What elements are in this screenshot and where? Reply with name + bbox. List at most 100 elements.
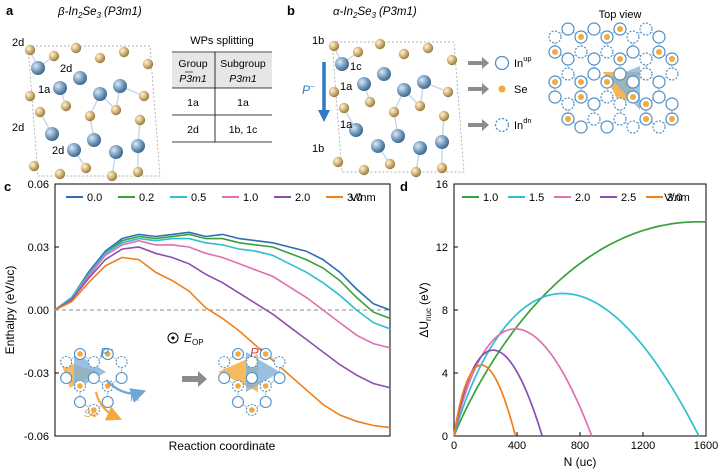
in-dn-atom [561, 67, 575, 81]
in-dn-atom [574, 45, 588, 59]
se-atom [262, 383, 269, 389]
in-up-atom [613, 67, 627, 81]
in-up-atom [587, 97, 601, 111]
se-atom [643, 116, 649, 122]
wyckoff-label: 2d [60, 63, 72, 75]
se-atom [24, 44, 36, 56]
in-dn-atom [639, 67, 653, 81]
unit-cell-outline [27, 45, 161, 177]
in-dn-symbol [494, 117, 510, 133]
x-tick-label: 0 [451, 440, 457, 452]
y-tick-label: 16 [436, 179, 448, 191]
crystal-structure-beta [24, 42, 161, 182]
in-atom [45, 127, 59, 141]
y-tick-label: 8 [442, 305, 448, 317]
in-dn-atom [600, 90, 614, 104]
se-atom [578, 34, 584, 40]
se-atom [630, 94, 636, 100]
table-cell: 1a [187, 97, 199, 109]
wyckoff-label: 1b [312, 143, 324, 155]
series-line-1.5 [453, 292, 700, 437]
legend-label: 2.0 [575, 192, 590, 204]
se-atom [352, 46, 364, 58]
se-atom [77, 351, 83, 357]
se-atom [656, 49, 662, 55]
in-dn-atom [245, 355, 258, 369]
in-up-atom [587, 52, 601, 66]
se-atom [94, 52, 106, 64]
panel-d-label: d [400, 179, 408, 194]
in-dn-atom [218, 355, 231, 369]
se-atom [77, 383, 83, 389]
in-atom [113, 79, 127, 93]
in-atom [349, 123, 363, 137]
se-atom [410, 166, 422, 178]
in-dn-atom [561, 97, 575, 111]
in-dn-atom [273, 355, 286, 369]
y-tick-label: 12 [436, 242, 448, 254]
in-up-atom [73, 395, 87, 409]
in-dn-atom [652, 120, 666, 134]
in-up-atom [587, 22, 601, 36]
legend-label: 1.5 [529, 192, 544, 204]
se-atom [328, 40, 340, 52]
se-atom [235, 383, 241, 389]
in-up-atom [665, 97, 679, 111]
se-atom [91, 407, 97, 413]
x-axis-label: Reaction coordinate [169, 439, 276, 453]
in-dn-atom [613, 112, 627, 126]
in-up-atom [218, 371, 231, 385]
se-atom [436, 162, 448, 174]
se-atom [442, 86, 454, 98]
in-dn-atom [626, 120, 640, 134]
top-view-lattice [548, 22, 679, 134]
in-up-atom [587, 67, 601, 81]
wyckoff-label: 1a [340, 81, 353, 93]
se-atom [60, 100, 72, 112]
in-up-atom [652, 90, 666, 104]
polarization-arrow-head [318, 110, 330, 122]
series-line-3.0 [54, 256, 391, 429]
panel-d: d 0 400 800 1200 1600 0 4 8 12 16 1.0 1.5 2.0 2.5 3.0V… [400, 179, 718, 469]
series-line-1.0 [453, 220, 706, 437]
in-atom [53, 81, 67, 95]
panel-b-title: α-In2Se3 (P3m1) [333, 6, 417, 20]
legend-label: 0.5 [191, 192, 206, 204]
se-atom [132, 166, 144, 178]
wyckoff-label: 2d [52, 145, 64, 157]
in-atom [87, 133, 101, 147]
in-dn-atom [626, 30, 640, 44]
legend-in-up: Inup [514, 54, 532, 70]
table-col2-group: P3m1 [229, 73, 256, 85]
se-atom [48, 50, 60, 62]
se-atom [28, 160, 40, 172]
in-up-atom [574, 120, 588, 134]
se-atom [388, 106, 400, 118]
switching-inset [60, 347, 286, 421]
se-move-arrow [94, 391, 123, 421]
se-atom [669, 56, 675, 62]
in-up-atom [561, 22, 575, 36]
y-tick-label: 0 [442, 431, 448, 443]
se-atom [332, 156, 344, 168]
se-atom [604, 34, 610, 40]
se-atom [384, 158, 396, 170]
se-atom [34, 106, 46, 118]
in-up-atom [245, 371, 258, 385]
in-atom [93, 87, 107, 101]
table-cell: 2d [187, 124, 199, 136]
in-up-symbol [494, 55, 510, 71]
legend-label: 2.5 [621, 192, 636, 204]
y-tick-label: -0.06 [24, 431, 49, 443]
legend-label: 1.0 [243, 192, 258, 204]
se-atom [138, 90, 150, 102]
table-col1-group: P3m1 [179, 73, 206, 85]
in-dn-atom [639, 52, 653, 66]
legend-arrow [468, 83, 489, 95]
legend-unit: V/nm [664, 192, 690, 204]
se-atom [328, 86, 340, 98]
in-up-atom [652, 30, 666, 44]
table-cell: 1b, 1c [229, 124, 258, 136]
in-up-atom [101, 395, 114, 409]
